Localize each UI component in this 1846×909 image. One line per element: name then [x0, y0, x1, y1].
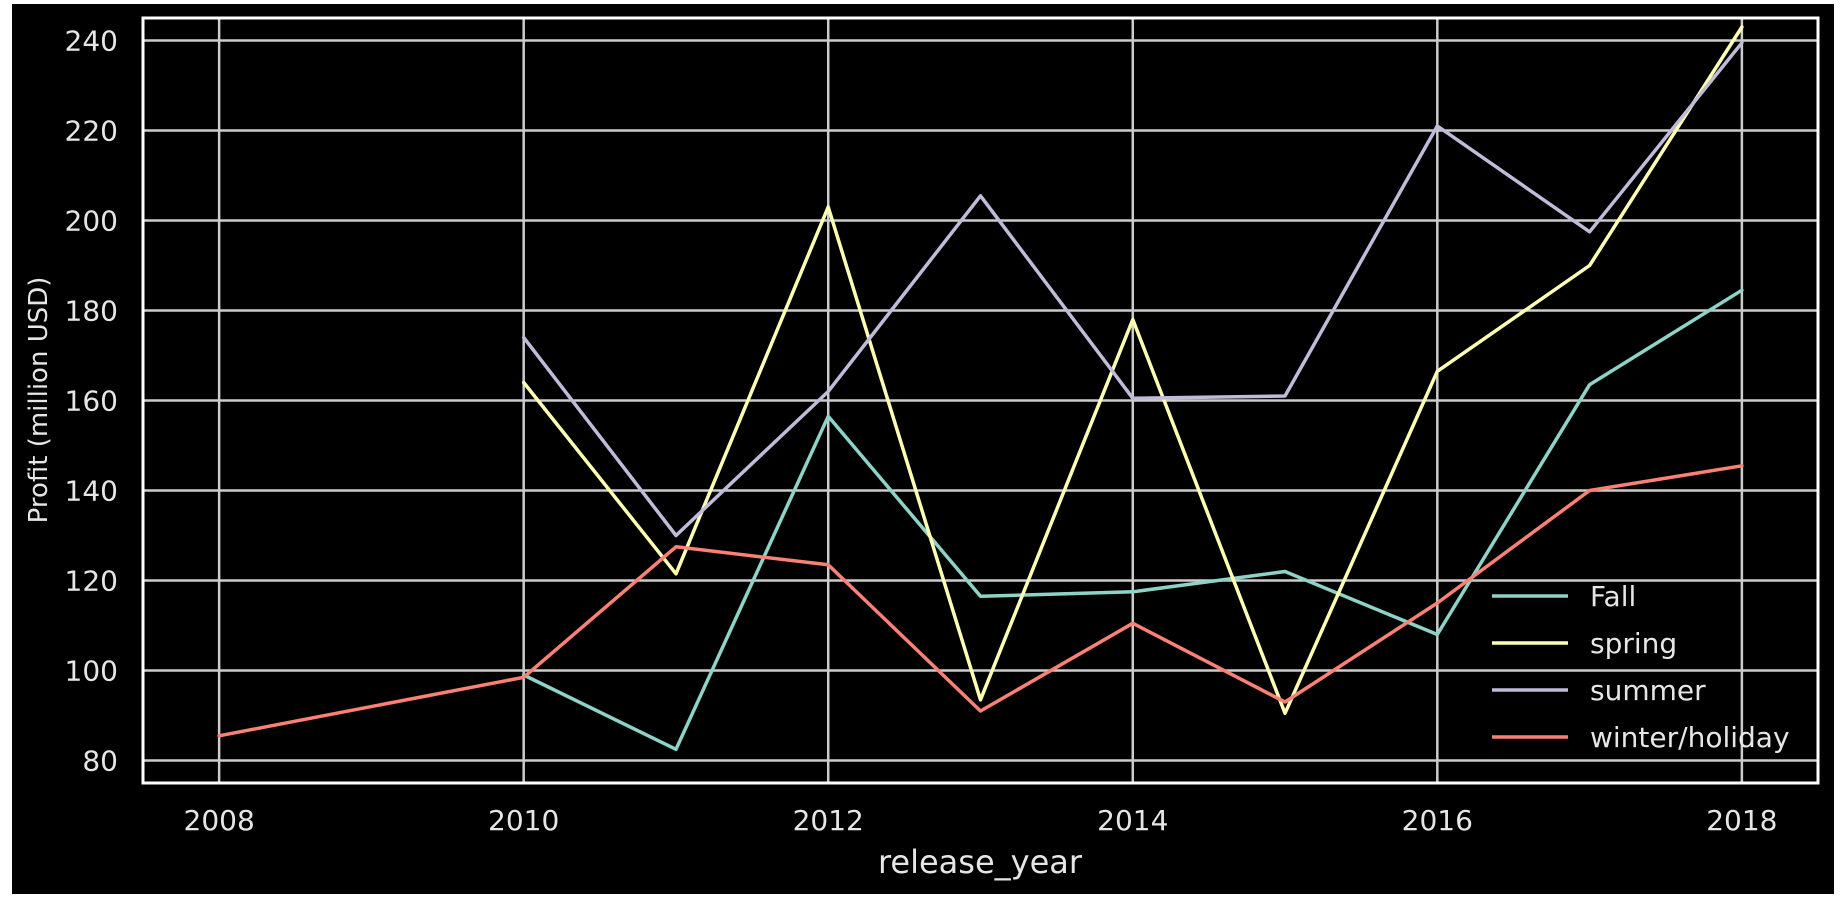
series-line-fall: [521, 288, 1744, 752]
legend: Fall spring summer winter/holiday: [1492, 580, 1790, 754]
y-tick-label: 140: [65, 475, 118, 508]
series-lines: [217, 25, 1744, 752]
series-line-winter-holiday: [217, 464, 1744, 738]
y-tick-label: 220: [65, 115, 118, 148]
x-tick-label: 2008: [184, 804, 255, 837]
x-tick-label: 2016: [1402, 804, 1473, 837]
tick-labels: 2008 2010 2012 2014 2016 2018 80 100 120 140 160 18…: [65, 25, 1778, 838]
y-tick-label: 200: [65, 205, 118, 238]
grid-lines: [143, 18, 1818, 783]
y-tick-label: 80: [82, 745, 118, 778]
y-tick-label: 240: [65, 25, 118, 58]
legend-label: Fall: [1590, 580, 1636, 613]
x-axis-label: release_year: [878, 843, 1083, 881]
y-tick-label: 180: [65, 295, 118, 328]
legend-label: spring: [1590, 627, 1677, 660]
x-tick-label: 2010: [488, 804, 559, 837]
x-tick-label: 2014: [1097, 804, 1168, 837]
plot-area-frame: [141, 16, 1820, 785]
legend-label: summer: [1590, 674, 1706, 707]
y-tick-label: 100: [65, 655, 118, 688]
series-line-summer: [521, 41, 1744, 538]
legend-label: winter/holiday: [1590, 721, 1790, 754]
y-tick-label: 160: [65, 385, 118, 418]
y-axis-label: Profit (million USD): [24, 277, 54, 524]
series-line-spring: [521, 25, 1744, 716]
x-tick-label: 2018: [1706, 804, 1777, 837]
figure-background: [12, 4, 1834, 894]
y-tick-label: 120: [65, 565, 118, 598]
x-tick-label: 2012: [793, 804, 864, 837]
